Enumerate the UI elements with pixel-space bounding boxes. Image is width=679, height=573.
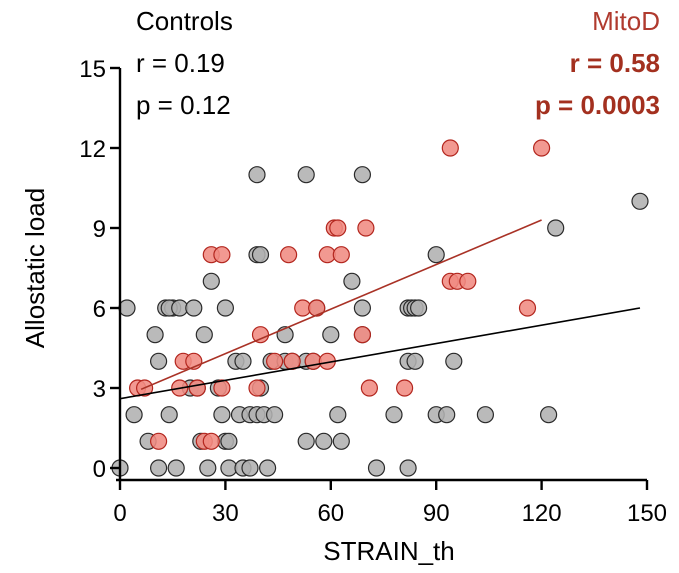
mitod-r-value: r = 0.58 bbox=[570, 48, 660, 78]
controls-point-27 bbox=[438, 406, 456, 424]
controls-point-45 bbox=[202, 272, 220, 290]
controls-point-49 bbox=[322, 326, 340, 344]
mitod-fit-line bbox=[140, 219, 542, 391]
x-tick-label-30: 30 bbox=[212, 500, 239, 527]
mitod-point-32 bbox=[459, 272, 477, 290]
mitod-point-34 bbox=[532, 139, 551, 157]
mitod-point-13 bbox=[251, 326, 270, 344]
mitod-point-15 bbox=[280, 246, 298, 264]
mitod-point-6 bbox=[188, 379, 206, 397]
controls-point-68 bbox=[406, 352, 424, 370]
controls-legend-label: Controls bbox=[136, 6, 233, 36]
mitod-p-value: p = 0.0003 bbox=[535, 90, 660, 120]
controls-point-66 bbox=[410, 299, 428, 317]
controls-point-31 bbox=[150, 352, 168, 370]
controls-point-1 bbox=[150, 459, 168, 477]
controls-point-17 bbox=[332, 432, 350, 450]
mitod-point-27 bbox=[360, 379, 378, 397]
mitod-point-12 bbox=[248, 379, 266, 397]
x-tick-label-90: 90 bbox=[423, 500, 450, 527]
controls-point-50 bbox=[343, 272, 361, 290]
mitod-legend-label: MitoD bbox=[592, 6, 660, 36]
mitod-point-8 bbox=[202, 432, 220, 450]
y-tick-label-6: 6 bbox=[93, 296, 106, 323]
mitod-point-10 bbox=[213, 246, 231, 264]
controls-point-24 bbox=[329, 406, 347, 424]
y-tick-label-0: 0 bbox=[93, 456, 106, 483]
controls-point-51 bbox=[118, 299, 136, 317]
x-tick-label-120: 120 bbox=[522, 500, 562, 527]
mitod-point-26 bbox=[357, 219, 375, 237]
plot-area bbox=[111, 139, 649, 477]
mitod-point-28 bbox=[396, 379, 414, 397]
controls-point-2 bbox=[167, 459, 185, 477]
controls-fit-line bbox=[119, 307, 641, 400]
controls-point-9 bbox=[399, 459, 417, 477]
controls-point-47 bbox=[251, 246, 270, 264]
y-axis-label: Allostatic load bbox=[20, 188, 50, 348]
controls-point-44 bbox=[216, 299, 234, 317]
controls-r-value: r = 0.19 bbox=[136, 48, 225, 78]
controls-point-23 bbox=[266, 406, 284, 424]
mitod-point-25 bbox=[353, 326, 371, 344]
controls-point-15 bbox=[297, 432, 315, 450]
mitod-point-19 bbox=[308, 299, 326, 317]
y-tick-label-3: 3 bbox=[93, 376, 106, 403]
controls-point-36 bbox=[195, 326, 213, 344]
controls-point-16 bbox=[315, 432, 333, 450]
x-axis-label: STRAIN_th bbox=[323, 536, 455, 566]
controls-point-8 bbox=[367, 459, 386, 477]
axes: 0 30 60 90 120 150 0 3 6 9 12 15 bbox=[79, 56, 667, 527]
mitod-point-2 bbox=[150, 432, 168, 450]
controls-point-30 bbox=[146, 326, 164, 344]
y-tick-label-15: 15 bbox=[79, 56, 106, 83]
mitod-point-14 bbox=[266, 352, 284, 370]
controls-point-3 bbox=[199, 459, 217, 477]
y-tick-label-12: 12 bbox=[79, 136, 106, 163]
controls-point-6 bbox=[241, 459, 259, 477]
controls-point-60 bbox=[248, 166, 266, 184]
mitod-point-24 bbox=[332, 246, 350, 264]
x-tick-label-150: 150 bbox=[627, 500, 667, 527]
mitod-point-11 bbox=[213, 379, 231, 397]
controls-p-value: p = 0.12 bbox=[136, 90, 231, 120]
controls-point-71 bbox=[547, 219, 565, 237]
controls-point-62 bbox=[353, 166, 371, 184]
controls-point-69 bbox=[445, 352, 463, 370]
mitod-point-23 bbox=[329, 219, 347, 237]
controls-point-7 bbox=[259, 459, 277, 477]
controls-point-25 bbox=[385, 406, 403, 424]
controls-point-38 bbox=[213, 406, 231, 424]
mitod-point-33 bbox=[518, 299, 537, 317]
controls-point-11 bbox=[160, 406, 178, 424]
controls-point-40 bbox=[234, 352, 252, 370]
y-tick-label-9: 9 bbox=[93, 216, 106, 243]
x-tick-label-60: 60 bbox=[317, 500, 344, 527]
controls-point-28 bbox=[476, 406, 494, 424]
controls-point-10 bbox=[125, 406, 143, 424]
controls-point-43 bbox=[185, 299, 203, 317]
controls-point-61 bbox=[297, 166, 315, 184]
mitod-point-29 bbox=[441, 139, 459, 157]
controls-point-59 bbox=[353, 299, 371, 317]
controls-point-72 bbox=[631, 192, 649, 210]
x-tick-label-0: 0 bbox=[113, 500, 126, 527]
controls-point-70 bbox=[427, 246, 445, 264]
controls-point-13 bbox=[220, 432, 238, 450]
controls-point-29 bbox=[539, 406, 558, 424]
